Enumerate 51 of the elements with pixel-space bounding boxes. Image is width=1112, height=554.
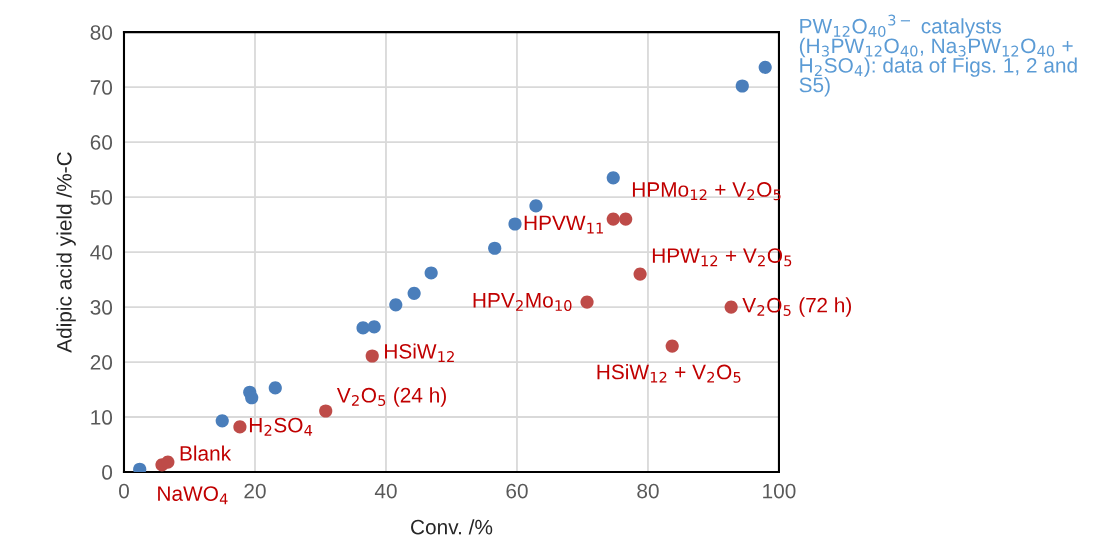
point — [389, 298, 403, 312]
point — [319, 404, 333, 418]
y-axis-title: Adipic acid yield /%-C — [56, 152, 76, 353]
annotation: HPV$_{2}$Mo$_{10}$ — [473, 293, 572, 312]
point — [606, 171, 620, 185]
y-tick-label: 20 — [90, 355, 113, 370]
point — [268, 381, 282, 395]
annotation: Blank — [180, 445, 232, 461]
y-tick-label: 30 — [90, 300, 113, 315]
point — [508, 217, 522, 231]
point — [488, 241, 502, 255]
point — [724, 300, 738, 314]
point — [407, 286, 421, 300]
annotation: V$_{2}$O$_{5}$ (24 h) — [336, 387, 446, 407]
point — [665, 339, 679, 353]
y-tick-label: 70 — [90, 80, 113, 95]
annotation: HPVW$_{11}$ — [524, 215, 603, 234]
x-tick-label: 0 — [119, 483, 129, 499]
annotation: H$_{2}$SO$_{4}$ — [249, 417, 313, 436]
point — [580, 295, 594, 309]
point — [758, 60, 772, 74]
point — [356, 321, 370, 335]
x-tick-label: 60 — [506, 483, 528, 499]
point — [606, 212, 620, 226]
x-axis-title: Conv. /% — [411, 519, 493, 535]
point — [215, 414, 229, 428]
point — [633, 267, 647, 281]
y-tick-label: 50 — [90, 190, 113, 205]
point — [619, 212, 633, 226]
point — [133, 462, 147, 473]
point — [529, 199, 543, 213]
point — [735, 79, 749, 93]
point — [424, 266, 438, 280]
point — [161, 455, 175, 469]
annotation: NaWO$_{4}$ — [158, 486, 228, 505]
y-tick-label: 40 — [90, 245, 113, 260]
point — [233, 420, 247, 434]
point — [365, 349, 379, 363]
x-tick-label: 100 — [763, 483, 796, 499]
point — [245, 391, 259, 405]
annotation: HSiW$_{12}$ + V$_{2}$O$_{5}$ — [597, 364, 741, 383]
annotation: HSiW$_{12}$ — [385, 343, 454, 362]
text: PW$_{12}$O$_{40}$$^{3−}$ catalysts (H$_{3}$PW$_{12}$O$_{40}$, Na$_{3}$PW$_{12}$O$_{40}$ + H$_{2}$SO$_{4}$): data of Figs. 1, 2 and S5) — [799, 14, 1077, 97]
y-tick-label: 10 — [91, 410, 113, 425]
y-tick-label: 80 — [90, 25, 113, 40]
y-tick-label: 60 — [90, 135, 113, 150]
x-tick-label: 40 — [374, 483, 397, 499]
x-tick-label: 20 — [244, 483, 266, 499]
point — [367, 320, 381, 334]
y-tick-label: 0 — [102, 465, 113, 480]
x-tick-label: 80 — [637, 483, 659, 499]
